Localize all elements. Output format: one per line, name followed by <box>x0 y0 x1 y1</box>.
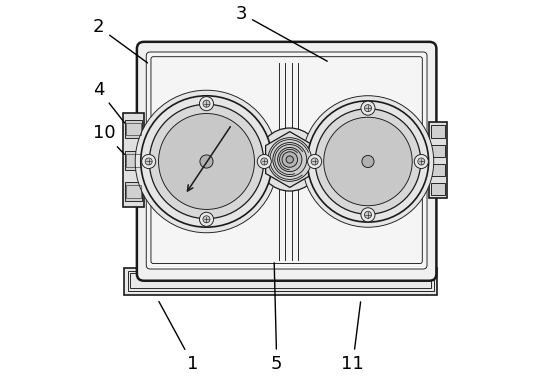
Circle shape <box>203 100 210 107</box>
Polygon shape <box>266 132 314 187</box>
Circle shape <box>141 96 272 227</box>
Circle shape <box>203 216 210 223</box>
Bar <box>130 273 431 288</box>
Bar <box>123 113 144 207</box>
Text: 4: 4 <box>93 81 125 123</box>
Bar <box>125 151 142 170</box>
FancyBboxPatch shape <box>137 42 436 281</box>
Circle shape <box>261 158 268 165</box>
Bar <box>124 268 437 295</box>
Circle shape <box>315 109 421 214</box>
Circle shape <box>361 208 375 222</box>
Circle shape <box>278 147 302 172</box>
Circle shape <box>308 154 321 169</box>
Circle shape <box>364 105 371 112</box>
Bar <box>126 154 141 167</box>
Text: 10: 10 <box>93 124 125 154</box>
Circle shape <box>268 138 312 181</box>
Bar <box>126 123 141 135</box>
Circle shape <box>324 117 412 206</box>
Circle shape <box>199 97 214 111</box>
Bar <box>125 182 142 201</box>
Text: 11: 11 <box>341 302 364 373</box>
Bar <box>125 120 142 138</box>
Circle shape <box>199 212 214 226</box>
Circle shape <box>286 156 293 163</box>
FancyBboxPatch shape <box>146 52 427 269</box>
Bar <box>431 163 446 176</box>
Circle shape <box>200 155 213 168</box>
Bar <box>429 122 447 199</box>
Circle shape <box>362 155 374 167</box>
Circle shape <box>273 143 307 176</box>
Text: 1: 1 <box>159 301 198 373</box>
Circle shape <box>145 158 152 165</box>
Circle shape <box>135 90 278 233</box>
Circle shape <box>302 96 434 227</box>
Circle shape <box>257 154 272 169</box>
Circle shape <box>282 152 298 167</box>
Circle shape <box>361 101 375 115</box>
Bar <box>431 183 446 195</box>
Circle shape <box>158 113 254 210</box>
Text: 5: 5 <box>271 263 282 373</box>
Circle shape <box>307 101 429 222</box>
Circle shape <box>150 104 263 219</box>
Bar <box>127 271 434 291</box>
Bar <box>126 185 141 198</box>
Bar <box>431 145 446 157</box>
Circle shape <box>418 158 425 165</box>
Circle shape <box>258 128 321 191</box>
Text: 2: 2 <box>93 18 147 63</box>
Text: 3: 3 <box>236 5 327 61</box>
Circle shape <box>311 158 318 165</box>
Circle shape <box>141 154 156 169</box>
Circle shape <box>364 211 371 218</box>
Circle shape <box>414 154 428 169</box>
Bar <box>431 126 446 138</box>
